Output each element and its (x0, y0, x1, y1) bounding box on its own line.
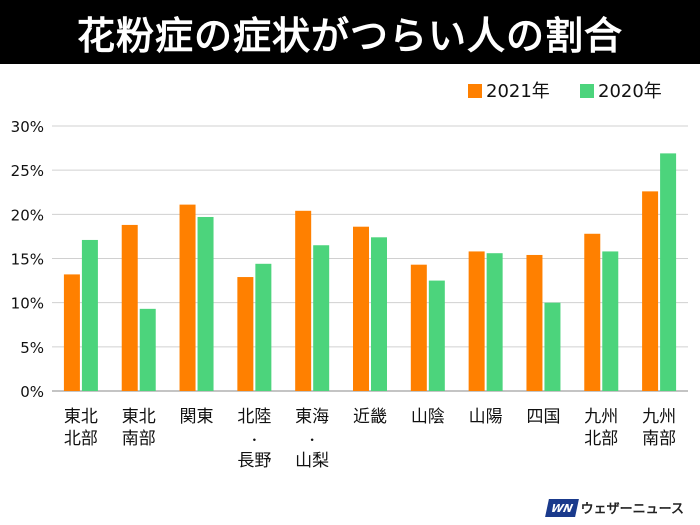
x-category-label: 山梨 (295, 451, 329, 471)
weathernews-logo: WN ウェザーニュース (544, 498, 684, 517)
x-category-label: 山陰 (411, 407, 445, 427)
bar-2021年 (63, 274, 80, 391)
legend-label: 2021年 (486, 81, 550, 102)
logo-text: ウェザーニュース (580, 502, 684, 517)
x-category-label: 九州 (642, 407, 676, 427)
bar-2020年 (371, 237, 387, 391)
bar-2020年 (544, 302, 561, 391)
bar-2020年 (660, 153, 677, 391)
bar-2021年 (179, 204, 196, 391)
x-category-label: 長野 (237, 451, 271, 471)
x-category-label: 東北 (64, 407, 98, 427)
bar-2020年 (313, 245, 330, 391)
legend-swatch (580, 84, 594, 98)
bar-2021年 (410, 264, 427, 391)
bar-2021年 (468, 251, 485, 391)
page-title: 花粉症の症状がつらい人の割合 (76, 13, 623, 58)
x-category-label: 南部 (642, 429, 676, 449)
bar-2021年 (526, 254, 543, 391)
bar-2021年 (353, 226, 369, 391)
bar-2020年 (139, 308, 156, 391)
bar-2020年 (602, 251, 619, 391)
y-tick-label: 5% (20, 339, 44, 357)
y-tick-label: 30% (11, 118, 44, 136)
x-category-label: 近畿 (353, 407, 387, 427)
bar-2020年 (486, 253, 503, 391)
x-category-label: 四国 (526, 407, 560, 427)
x-category-label: 北部 (584, 429, 618, 449)
x-category-label: 関東 (180, 407, 214, 427)
y-tick-label: 10% (11, 295, 44, 313)
bar-2021年 (237, 277, 254, 391)
bar-2020年 (197, 216, 214, 391)
bar-2021年 (642, 191, 659, 391)
legend-swatch (468, 84, 482, 98)
x-category-label: 南部 (122, 429, 156, 449)
x-category-label: 北陸 (237, 407, 271, 427)
legend-label: 2020年 (598, 81, 662, 102)
y-tick-label: 20% (11, 206, 44, 224)
bar-2021年 (584, 233, 601, 391)
bar-2021年 (295, 210, 312, 391)
x-category-label: ・ (306, 433, 318, 447)
x-category-label: 山陽 (469, 407, 503, 427)
title-bar: 花粉症の症状がつらい人の割合 (0, 0, 700, 64)
x-category-label: 九州 (584, 407, 618, 427)
bar-2020年 (81, 239, 98, 391)
x-category-label: 北部 (64, 429, 98, 449)
x-category-label: 東北 (122, 407, 156, 427)
x-category-label: 東海 (295, 407, 329, 427)
bar-2020年 (428, 280, 445, 391)
y-tick-label: 0% (20, 383, 44, 401)
bar-2020年 (255, 263, 272, 391)
y-tick-label: 15% (11, 251, 44, 269)
logo-mark: WN (544, 498, 579, 517)
bar-2021年 (121, 224, 138, 391)
x-category-label: ・ (248, 433, 260, 447)
y-tick-label: 25% (11, 162, 44, 180)
